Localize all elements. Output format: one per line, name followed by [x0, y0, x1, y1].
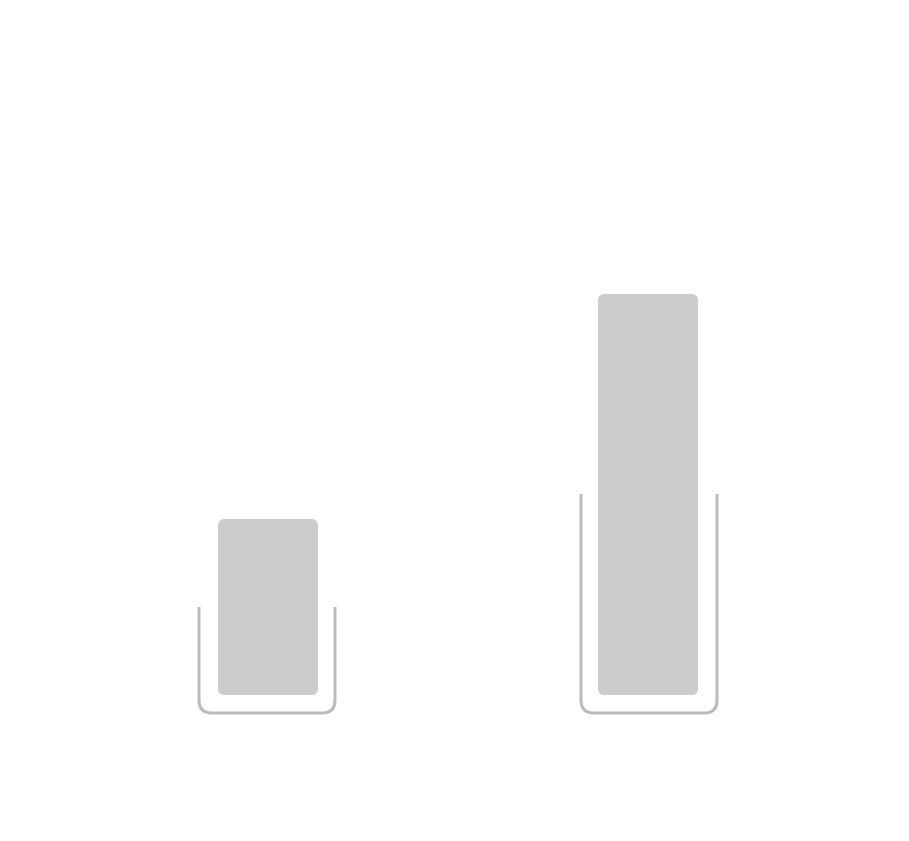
block — [598, 294, 698, 695]
left-item — [197, 519, 337, 715]
block — [218, 519, 318, 695]
holder — [197, 607, 337, 715]
right-item — [579, 294, 719, 715]
holder — [579, 494, 719, 715]
